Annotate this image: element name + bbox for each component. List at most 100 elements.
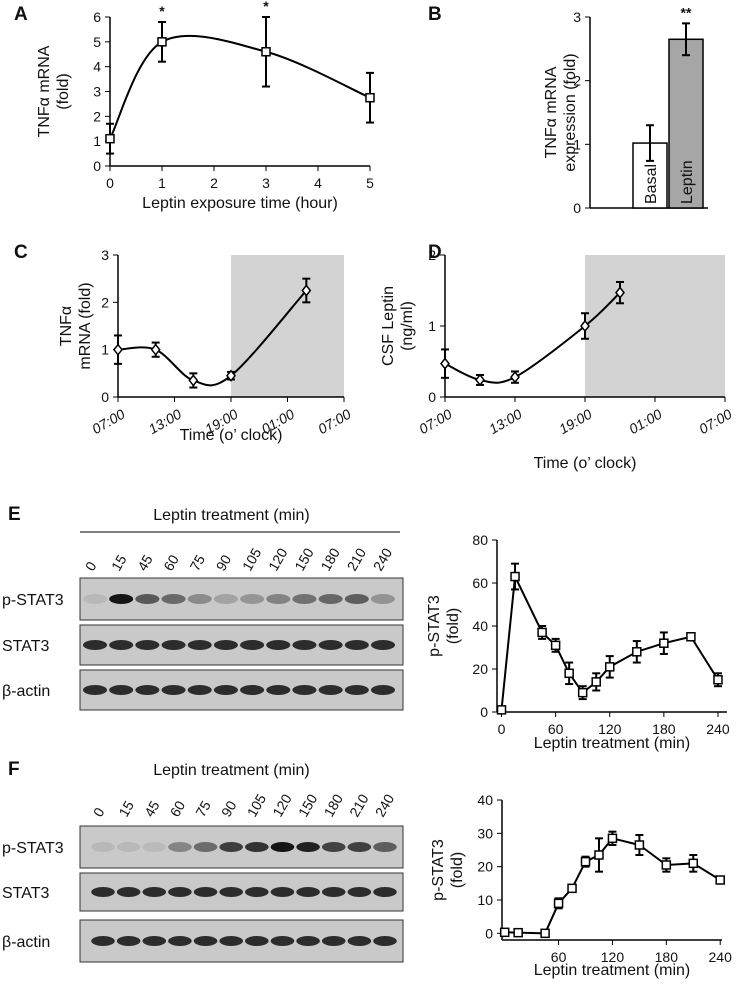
band: [187, 594, 212, 604]
band: [82, 594, 108, 604]
marker: [661, 860, 672, 870]
band: [213, 594, 238, 604]
x-tick-label: 240: [709, 949, 733, 965]
band: [296, 842, 320, 852]
band: [373, 842, 397, 852]
row-label: p-STAT3: [2, 840, 64, 857]
x-tick-label: 1: [158, 175, 166, 191]
band: [270, 887, 295, 897]
band: [318, 640, 343, 650]
band: [296, 887, 320, 897]
lane-label: 75: [186, 552, 208, 574]
line: [109, 34, 371, 140]
marker: [686, 632, 696, 642]
panel-letter: F: [8, 759, 20, 780]
bar-label: Leptin: [679, 160, 696, 204]
marker: [567, 883, 577, 894]
x-tick-label: 2: [210, 175, 218, 191]
night-shade: [585, 255, 725, 397]
marker: [540, 928, 550, 939]
y-tick-label: 30: [477, 825, 493, 841]
marker: [510, 571, 520, 582]
band: [321, 842, 346, 852]
lane-label: 0: [82, 559, 100, 574]
marker: [537, 627, 547, 638]
x-tick-label: 0: [106, 175, 114, 191]
marker: [607, 833, 618, 844]
lane-label: 180: [317, 545, 343, 573]
band: [142, 936, 167, 946]
lane-label: 90: [213, 552, 235, 574]
blot-title: Leptin treatment (min): [153, 762, 310, 779]
band: [219, 842, 243, 852]
band: [292, 640, 317, 650]
y-tick-label: 1: [101, 342, 109, 358]
y-axis-label: mRNA (fold): [77, 282, 94, 369]
marker: [564, 668, 574, 679]
marker: [150, 343, 161, 356]
y-tick-label: 10: [477, 892, 493, 908]
x-tick-label: 19:00: [556, 406, 595, 437]
marker: [604, 662, 615, 672]
band: [187, 685, 212, 695]
band: [187, 640, 212, 650]
panel-letter: B: [428, 4, 442, 25]
marker: [615, 286, 625, 299]
band: [270, 936, 295, 946]
y-tick-label: 0: [93, 158, 101, 174]
lane-label: 15: [115, 798, 137, 820]
line: [500, 572, 719, 710]
band: [219, 887, 243, 897]
marker: [594, 850, 604, 860]
x-tick-label: 3: [262, 175, 270, 191]
marker: [157, 37, 167, 47]
y-tick-label: 0: [101, 389, 109, 405]
marker: [496, 705, 507, 715]
marker: [713, 675, 723, 685]
band: [245, 887, 269, 897]
marker: [440, 357, 450, 370]
bar-label: Basal: [643, 164, 660, 204]
marker: [226, 369, 236, 382]
marker: [577, 687, 588, 698]
band: [344, 640, 369, 650]
marker: [510, 370, 520, 384]
lane-label: 0: [90, 805, 108, 820]
x-tick-label: 180: [655, 949, 679, 965]
band: [373, 936, 397, 946]
marker: [113, 343, 123, 356]
error-bar: [682, 22, 690, 57]
marker: [591, 677, 601, 687]
band: [109, 594, 134, 604]
band: [266, 594, 291, 604]
band: [116, 887, 141, 897]
lane-label: 45: [134, 552, 156, 574]
marker: [188, 374, 199, 387]
y-axis-label: (fold): [55, 73, 72, 109]
significance: *: [263, 0, 269, 14]
x-axis-label: Time (o’ clock): [180, 427, 283, 444]
band: [193, 887, 218, 897]
y-axis-label: TNFα: [58, 306, 75, 346]
lane-label: 45: [141, 798, 163, 820]
band: [193, 842, 218, 852]
band: [91, 887, 115, 897]
band: [373, 887, 397, 897]
x-tick-label: 0: [498, 721, 506, 737]
significance: *: [159, 3, 165, 19]
band: [135, 685, 160, 695]
lane-label: 75: [192, 798, 214, 820]
x-tick-label: 07:00: [89, 406, 128, 437]
band: [91, 936, 115, 946]
x-axis-label: Time (o’ clock): [534, 455, 637, 472]
lane-label: 15: [108, 552, 130, 574]
significance: **: [681, 4, 692, 20]
band: [318, 594, 343, 604]
y-tick-label: 2: [428, 247, 436, 263]
band: [116, 842, 141, 852]
lane-label: 105: [244, 791, 270, 819]
band: [245, 936, 269, 946]
lane-label: 240: [370, 545, 396, 573]
marker: [634, 840, 645, 850]
